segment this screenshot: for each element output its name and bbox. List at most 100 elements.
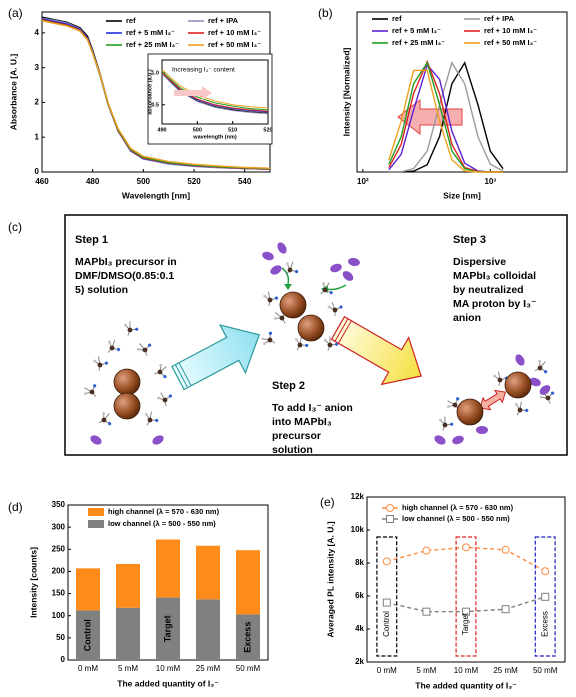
nanoparticle: [504, 371, 532, 399]
step-text: by neutralized: [453, 284, 524, 296]
step-arrow-1: [171, 324, 261, 391]
atom: [268, 331, 273, 335]
x-tick-label: 10²: [357, 177, 369, 186]
y-tick-label: 0: [35, 167, 40, 176]
arrow-body: [479, 389, 507, 411]
triiodide-anion: [90, 435, 102, 445]
arrow-stripe: [334, 318, 349, 342]
bar-segment: [196, 599, 220, 660]
atom: [168, 394, 172, 398]
y-tick-label: 6k: [355, 591, 364, 600]
annotation-arrow: [174, 86, 212, 100]
legend-label: ref + IPA: [208, 16, 239, 25]
triiodide-anion: [476, 426, 488, 434]
triiodide-anion: [342, 271, 354, 281]
atom: [273, 317, 277, 320]
step-title: Step 3: [453, 234, 486, 246]
bar-annotation: Control: [82, 619, 92, 651]
panel-label: (b): [318, 6, 333, 20]
x-axis-label: The added quantity of I₃⁻: [415, 680, 516, 690]
legend-label: ref + 25 mM I₃⁻: [126, 40, 179, 49]
triiodide-anion: [434, 435, 446, 445]
step-text: solution: [272, 444, 313, 456]
marker: [501, 545, 510, 554]
arrow-body: [330, 315, 422, 386]
atom: [159, 363, 163, 367]
y-tick-label: 350: [52, 500, 66, 509]
molecule: [93, 356, 109, 371]
green-arrow: [281, 267, 290, 285]
x-tick-label: 490: [157, 127, 166, 133]
series-line: [161, 72, 269, 113]
triiodide-anion: [515, 354, 525, 366]
atom: [497, 377, 503, 383]
atom: [442, 422, 448, 428]
atom: [297, 342, 303, 348]
x-tick-label: 480: [86, 177, 100, 186]
marker: [541, 592, 550, 601]
molecule: [320, 282, 333, 295]
atom: [93, 359, 97, 363]
atom: [127, 327, 133, 333]
molecule: [136, 343, 152, 356]
marker: [382, 557, 391, 566]
plot-frame: [366, 496, 566, 663]
molecule: [84, 384, 97, 397]
panel-label: (c): [8, 220, 22, 234]
x-tick-label: 50 mM: [236, 664, 261, 673]
x-tick-label: 500: [193, 127, 202, 133]
y-tick-label: 0.5: [151, 102, 159, 108]
nanoparticle: [113, 368, 141, 396]
molecule: [98, 411, 112, 426]
atom: [84, 392, 87, 395]
atom: [135, 327, 139, 331]
legend-label: ref + 50 mM I₃⁻: [208, 40, 261, 49]
step-text: MA proton by I₃⁻: [453, 298, 537, 310]
x-tick-label: 520: [263, 127, 272, 133]
atom: [322, 287, 328, 293]
atom: [329, 291, 333, 295]
molecule: [123, 321, 139, 336]
bar-segment: [156, 597, 180, 660]
atom: [123, 323, 127, 327]
bar-segment: [236, 550, 260, 615]
y-tick-label: 250: [52, 544, 66, 553]
y-axis-label: Averaged PL intensity [A. U.]: [325, 521, 335, 637]
bar-segment: [116, 563, 140, 608]
y-tick-label: 100: [52, 611, 66, 620]
y-axis-label: Absorbance [A. U.]: [8, 54, 18, 131]
step-title: Step 1: [75, 234, 108, 246]
x-tick-label: 0 mM: [78, 664, 98, 673]
arrow-stripe: [178, 362, 192, 386]
triiodide-anion: [539, 385, 551, 395]
arrow-stripe: [337, 320, 352, 344]
atom: [116, 347, 121, 352]
series-line: [388, 61, 504, 173]
molecule: [323, 336, 339, 351]
legend-label: high channel (λ = 570 - 630 nm): [108, 507, 220, 516]
annotation: Increasing I₃⁻ content: [172, 67, 235, 74]
plot-frame: [356, 11, 568, 173]
atom: [101, 417, 107, 423]
legend-label: ref + 50 mM I₃⁻: [484, 38, 537, 47]
atom: [335, 342, 339, 346]
step-arrow-2: [330, 315, 422, 386]
atom: [323, 338, 327, 342]
legend-label: ref + 5 mM I₃⁻: [392, 26, 441, 35]
legend-swatch: [88, 508, 104, 516]
bar-annotation: Excess: [242, 622, 252, 653]
x-tick-label: 10 mM: [454, 666, 479, 675]
triiodide-anion: [270, 265, 282, 275]
legend-label: ref + IPA: [484, 14, 515, 23]
marker: [422, 546, 431, 555]
atom: [543, 370, 548, 374]
atom: [148, 343, 152, 347]
green-arrow-head: [284, 284, 292, 290]
molecule: [263, 291, 279, 306]
atom: [136, 347, 140, 351]
atom: [327, 342, 333, 348]
molecule: [438, 416, 454, 431]
atom: [450, 422, 454, 426]
triiodide-anion: [348, 257, 360, 267]
